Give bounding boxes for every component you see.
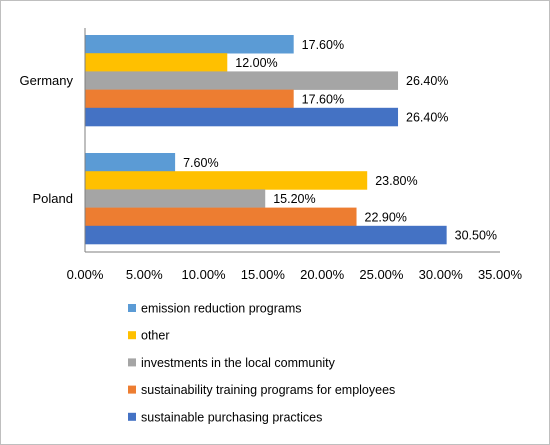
legend-swatch-investments-in-the-local-community [128, 358, 136, 367]
bar-germany-investments-in-the-local-community [85, 71, 399, 90]
data-label-germany-investments-in-the-local-community: 26.40% [406, 74, 448, 88]
data-label-poland-sustainable-purchasing-practices: 30.50% [455, 229, 497, 243]
legend-label-sustainable-purchasing-practices: sustainable purchasing practices [141, 410, 322, 424]
bar-poland-sustainability-training-programs-for-employees [85, 207, 357, 227]
bar-germany-emission-reduction-programs [85, 35, 294, 54]
category-label-germany: Germany [20, 73, 74, 88]
x-tick-label: 30.00% [419, 267, 464, 282]
x-tick-label: 5.00% [126, 267, 163, 282]
bar-poland-sustainable-purchasing-practices [85, 225, 447, 245]
data-label-poland-investments-in-the-local-community: 15.20% [273, 192, 315, 206]
bar-germany-sustainability-training-programs-for-employees [85, 89, 294, 109]
legend-swatch-sustainable-purchasing-practices [128, 412, 136, 421]
x-tick-label: 0.00% [67, 267, 104, 282]
data-label-poland-emission-reduction-programs: 7.60% [183, 156, 218, 170]
data-label-poland-sustainability-training-programs-for-employees: 22.90% [365, 210, 407, 224]
legend-label-sustainability-training-programs-for-employees: sustainability training programs for emp… [141, 383, 395, 397]
x-tick-label: 15.00% [241, 267, 286, 282]
bars-layer: 17.60% 12.00% 26.40% 17.60% 26.40% 7.60% 23.80… [85, 35, 497, 245]
bar-germany-sustainable-purchasing-practices [85, 107, 399, 127]
axis-layer: Germany Poland 0.00% 5.00% 10.00% 15.00% 20.00… [20, 28, 523, 282]
legend-swatch-other [128, 331, 136, 340]
data-label-poland-other: 23.80% [375, 174, 417, 188]
bar-poland-other [85, 171, 368, 190]
legend-swatch-sustainability-training-programs-for-employees [128, 385, 136, 394]
bar-poland-emission-reduction-programs [85, 153, 176, 172]
x-tick-label: 35.00% [478, 267, 523, 282]
data-label-germany-other: 12.00% [235, 56, 277, 70]
legend-label-investments-in-the-local-community: investments in the local community [141, 356, 336, 370]
data-label-germany-emission-reduction-programs: 17.60% [302, 38, 344, 52]
legend-label-other: other [141, 329, 170, 343]
legend-label-emission-reduction-programs: emission reduction programs [141, 302, 302, 316]
category-label-poland: Poland [33, 191, 73, 206]
data-label-germany-sustainable-purchasing-practices: 26.40% [406, 111, 448, 125]
data-label-germany-sustainability-training-programs-for-employees: 17.60% [302, 92, 344, 106]
legend: emission reduction programs other investme… [128, 302, 395, 424]
x-tick-label: 25.00% [359, 267, 404, 282]
bar-germany-other [85, 53, 228, 72]
legend-swatch-emission-reduction-programs [128, 304, 136, 312]
x-tick-label: 10.00% [182, 267, 227, 282]
bar-poland-investments-in-the-local-community [85, 189, 266, 208]
x-tick-label: 20.00% [300, 267, 345, 282]
